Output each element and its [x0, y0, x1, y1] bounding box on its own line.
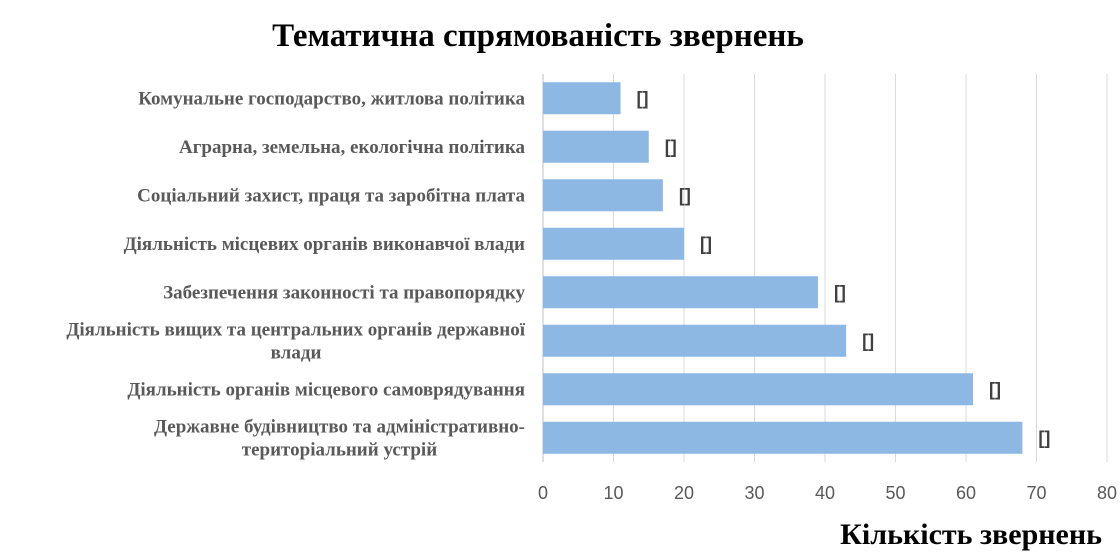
bar — [543, 130, 649, 163]
data-labels: [] [] [] [] [] [] [] [] — [637, 88, 1051, 448]
data-label: [] — [989, 379, 1001, 399]
category-labels: Комунальне господарство, житлова політик… — [66, 88, 525, 460]
category-label: Державне будівництво та адміністративно- — [154, 416, 525, 437]
data-label: [] — [637, 88, 649, 108]
x-tick-label: 70 — [1026, 483, 1046, 503]
bars — [543, 82, 1023, 454]
bar — [543, 82, 621, 115]
bar — [543, 421, 1023, 454]
data-label: [] — [700, 234, 712, 254]
x-tick-label: 20 — [674, 483, 694, 503]
x-axis-title: Кількість звернень — [840, 518, 1102, 551]
x-tick-label: 30 — [744, 483, 764, 503]
category-label: Соціальний захист, праця та заробітна пл… — [137, 185, 525, 206]
bar — [543, 276, 818, 309]
data-label: [] — [665, 137, 677, 157]
category-label: Діяльність місцевих органів виконавчої в… — [124, 234, 525, 255]
x-tick-label: 80 — [1097, 483, 1117, 503]
category-label: Забезпечення законності та правопорядку — [163, 282, 525, 303]
category-label: Діяльність органів місцевого самоврядува… — [127, 379, 525, 400]
bar — [543, 324, 847, 357]
chart-title: Тематична спрямованість звернень — [272, 18, 804, 54]
category-label: влади — [271, 342, 322, 363]
category-label: Діяльність вищих та центральних органів … — [66, 319, 525, 340]
category-label: територіальний устрій — [242, 439, 437, 460]
x-tick-label: 40 — [815, 483, 835, 503]
x-tick-label: 0 — [538, 483, 548, 503]
category-label: Комунальне господарство, житлова політик… — [138, 88, 525, 109]
data-label: [] — [834, 282, 846, 302]
data-label: [] — [679, 185, 691, 205]
data-label: [] — [1038, 428, 1050, 448]
bar — [543, 179, 663, 212]
category-label: Аграрна, земельна, екологічна політика — [179, 137, 525, 158]
bar — [543, 373, 974, 406]
bar — [543, 227, 684, 260]
x-tick-label: 50 — [885, 483, 905, 503]
data-label: [] — [862, 331, 874, 351]
x-tick-label: 10 — [603, 483, 623, 503]
x-tick-label: 60 — [956, 483, 976, 503]
x-tick-labels: 0 10 20 30 40 50 60 70 80 — [538, 483, 1117, 503]
